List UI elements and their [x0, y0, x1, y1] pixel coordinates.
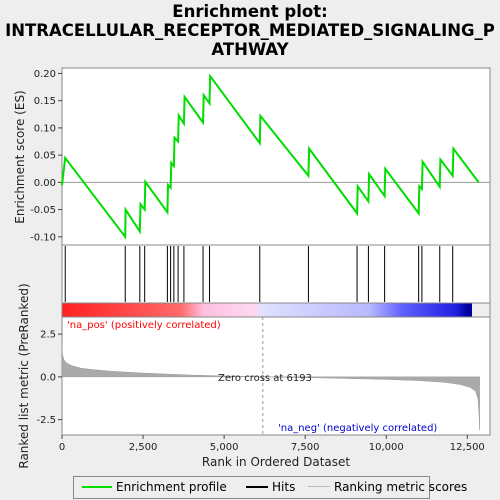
es-y-tick-label: 0.15: [34, 96, 56, 107]
chart-title: Enrichment plot: INTRACELLULAR_RECEPTOR_…: [0, 2, 500, 59]
metric-y-axis: -2.5 0.0 2.5: [36, 330, 62, 426]
legend: Enrichment profile Hits Ranking metric s…: [73, 476, 467, 499]
es-y-tick-label: -0.05: [30, 205, 56, 216]
na-neg-label: 'na_neg' (negatively correlated): [278, 423, 437, 434]
metric-y-tick-label: -2.5: [36, 415, 56, 426]
rank-color-bar: [62, 303, 472, 317]
na-pos-label: 'na_pos' (positively correlated): [67, 320, 221, 331]
x-tick-label: 10,000: [369, 442, 404, 453]
legend-hits-swatch: [246, 486, 268, 488]
hits-panel: [61, 244, 491, 304]
x-axis: 0 2,500 5,000 7,500 10,000 12,500: [59, 435, 485, 453]
legend-metric-swatch: [308, 486, 330, 487]
x-axis-label: Rank in Ordered Dataset: [202, 455, 350, 469]
legend-hits-label: Hits: [272, 480, 296, 494]
es-panel: [61, 67, 491, 246]
metric-y-tick-label: 0.0: [40, 372, 56, 383]
x-tick-label: 0: [59, 442, 65, 453]
es-y-tick-label: 0.10: [34, 123, 56, 134]
x-tick-label: 12,500: [450, 442, 485, 453]
x-tick-label: 2,500: [129, 442, 158, 453]
title-line-1: Enrichment plot:: [172, 2, 328, 21]
metric-y-axis-label: Ranked list metric (PreRanked): [17, 283, 31, 468]
es-y-axis-label: Enrichment score (ES): [13, 90, 27, 223]
legend-metric-label: Ranking metric scores: [334, 480, 468, 494]
legend-es-swatch: [82, 486, 112, 488]
title-line-2: INTRACELLULAR_RECEPTOR_MEDIATED_SIGNALIN…: [5, 21, 495, 40]
x-tick-label: 7,500: [291, 442, 320, 453]
metric-y-tick-label: 2.5: [40, 330, 56, 341]
enrichment-profile-line: [61, 73, 480, 240]
es-y-tick-label: -0.10: [30, 232, 56, 243]
es-y-tick-label: 0.05: [34, 151, 56, 162]
es-y-axis: -0.10 -0.05 0.00 0.05 0.10 0.15 0.20: [30, 69, 62, 243]
x-tick-label: 5,000: [210, 442, 239, 453]
title-line-3: ATHWAY: [211, 40, 289, 59]
hit-marks: [64, 246, 454, 302]
ranking-metric-area: [61, 346, 480, 430]
legend-es-label: Enrichment profile: [116, 480, 227, 494]
zero-cross-label: Zero cross at 6193: [218, 373, 312, 384]
es-y-tick-label: 0.20: [34, 69, 56, 80]
es-y-tick-label: 0.00: [34, 178, 56, 189]
